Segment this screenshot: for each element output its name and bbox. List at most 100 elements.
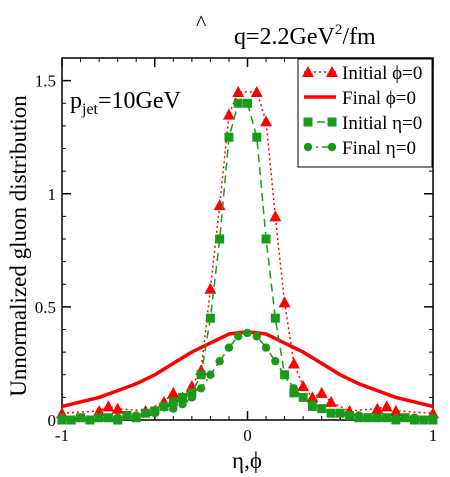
data-point — [354, 411, 363, 420]
legend-marker — [326, 66, 338, 77]
data-point — [315, 386, 328, 398]
data-point — [252, 132, 262, 142]
data-point — [66, 415, 76, 425]
x-tick-label: -1 — [55, 426, 69, 445]
data-point — [261, 234, 271, 244]
legend: Initial ϕ=0 Final ϕ=0 Initial η=0 Final η=0 — [297, 58, 433, 168]
data-point — [57, 413, 67, 422]
data-point — [326, 408, 336, 418]
legend-item: Final η=0 — [303, 138, 416, 159]
legend-label: Final η=0 — [342, 138, 416, 159]
data-point — [206, 370, 215, 379]
data-point — [289, 384, 299, 393]
legend-item: Initial ϕ=0 — [302, 63, 422, 84]
data-point — [289, 388, 299, 398]
data-point — [250, 85, 263, 97]
legend-label: Initial ϕ=0 — [342, 63, 422, 84]
legend-marker — [303, 117, 313, 127]
data-point — [103, 413, 113, 423]
data-point — [233, 98, 243, 108]
title-sup: 2 — [335, 22, 343, 38]
legend-marker — [327, 117, 337, 127]
data-point — [111, 402, 124, 414]
y-tick-label: 0.5 — [35, 298, 56, 317]
data-point — [306, 391, 319, 403]
data-point — [297, 380, 310, 392]
data-point — [243, 328, 252, 338]
data-point — [187, 393, 197, 402]
series-3 — [57, 328, 438, 422]
data-point — [169, 404, 178, 413]
data-point — [363, 413, 373, 423]
data-point — [215, 234, 225, 244]
title-hat: ^ — [196, 10, 207, 35]
data-point — [261, 343, 271, 352]
data-point — [308, 399, 317, 409]
data-point — [187, 388, 197, 398]
data-point — [269, 210, 282, 222]
annotation-sub: jet — [81, 101, 99, 118]
series-line — [61, 91, 434, 414]
chart-title: q=2.2GeV2/fm ^ — [196, 10, 376, 50]
data-point — [400, 413, 410, 423]
series-layer — [56, 85, 439, 425]
data-point — [317, 404, 326, 413]
data-point — [76, 413, 85, 422]
title-tail: /fm — [342, 24, 376, 50]
data-point — [150, 409, 159, 418]
series-1 — [61, 330, 434, 409]
series-line — [61, 330, 434, 409]
tick-labels: -1 0 100.511.5 — [35, 72, 438, 445]
data-point — [224, 343, 234, 352]
data-point — [371, 402, 384, 414]
y-axis-label: Unnormalized gluon distribution — [6, 95, 31, 397]
data-point — [222, 108, 235, 120]
data-point — [280, 370, 289, 379]
data-point — [113, 413, 122, 422]
data-point — [345, 410, 355, 420]
data-point — [419, 415, 429, 425]
data-point — [382, 413, 392, 423]
data-point — [410, 413, 419, 422]
data-point — [391, 413, 401, 422]
legend-box — [297, 58, 433, 168]
data-point — [234, 332, 243, 341]
title-eq: =2.2GeV — [246, 24, 336, 50]
data-point — [167, 386, 180, 398]
data-point — [102, 400, 115, 412]
legend-label: Initial η=0 — [342, 113, 422, 134]
x-tick-label: 0 — [243, 426, 252, 445]
data-point — [336, 409, 345, 418]
data-point — [204, 282, 217, 294]
legend-marker — [302, 66, 314, 77]
data-point — [380, 400, 393, 412]
data-point — [178, 399, 187, 409]
data-point — [132, 411, 141, 420]
data-point — [278, 296, 291, 308]
y-tick-label: 0 — [48, 411, 57, 430]
data-point — [271, 356, 280, 366]
legend-item: Final ϕ=0 — [304, 88, 416, 109]
data-point — [122, 410, 132, 420]
data-point — [287, 357, 300, 369]
annotation-main: p — [70, 88, 82, 114]
svg-text:q=2.2GeV2/fm: q=2.2GeV2/fm — [234, 22, 376, 50]
data-point — [205, 313, 215, 323]
legend-label: Final ϕ=0 — [342, 88, 416, 109]
data-point — [140, 408, 150, 418]
data-point — [159, 401, 169, 411]
data-point — [270, 313, 280, 323]
legend-marker — [327, 142, 337, 152]
data-point — [232, 85, 245, 97]
pjet-annotation: pjet=10GeV — [70, 88, 182, 118]
y-tick-label: 1 — [48, 185, 57, 204]
data-point — [243, 98, 252, 108]
data-point — [213, 199, 226, 211]
data-point — [224, 132, 234, 142]
data-point — [196, 370, 206, 380]
data-point — [93, 404, 106, 416]
data-point — [389, 404, 402, 416]
data-point — [428, 413, 438, 422]
y-tick-label: 1.5 — [35, 72, 56, 91]
